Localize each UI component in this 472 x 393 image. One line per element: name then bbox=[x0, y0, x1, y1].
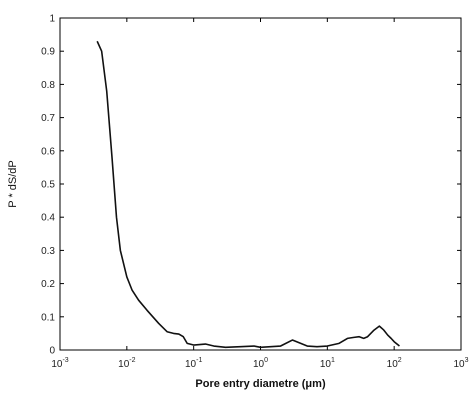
x-axis-ticks: 10-3 10-2 10-1 100 101 102 103 bbox=[51, 18, 469, 370]
x-axis-label: Pore entry diametre (μm) bbox=[195, 378, 326, 390]
y-tick-label: 0.6 bbox=[41, 146, 55, 157]
x-tick-label: 10-3 bbox=[51, 357, 68, 370]
y-tick-label: 0.8 bbox=[41, 80, 55, 91]
y-axis-label: P * dS/dP bbox=[7, 160, 19, 208]
y-tick-label: 0.9 bbox=[41, 47, 55, 58]
y-tick-label: 0.5 bbox=[41, 180, 55, 191]
y-tick-label: 0.4 bbox=[41, 213, 55, 224]
x-tick-label: 10-2 bbox=[118, 357, 135, 370]
y-tick-label: 0.3 bbox=[41, 246, 55, 257]
y-tick-label: 0 bbox=[49, 346, 55, 357]
x-tick-label: 100 bbox=[253, 357, 268, 370]
y-tick-label: 0.7 bbox=[41, 113, 55, 124]
y-axis-ticks: 0 0.1 0.2 0.3 0.4 0.5 0.6 0.7 0.8 0.9 1 bbox=[41, 14, 461, 357]
x-tick-label: 103 bbox=[453, 357, 468, 370]
plot-area bbox=[59, 17, 462, 351]
x-tick-label: 102 bbox=[387, 357, 402, 370]
x-tick-label: 101 bbox=[320, 357, 335, 370]
y-tick-label: 1 bbox=[49, 14, 55, 25]
x-tick-label: 10-1 bbox=[185, 357, 202, 370]
series-line bbox=[96, 40, 400, 349]
y-tick-label: 0.2 bbox=[41, 279, 55, 290]
y-tick-label: 0.1 bbox=[41, 312, 55, 323]
